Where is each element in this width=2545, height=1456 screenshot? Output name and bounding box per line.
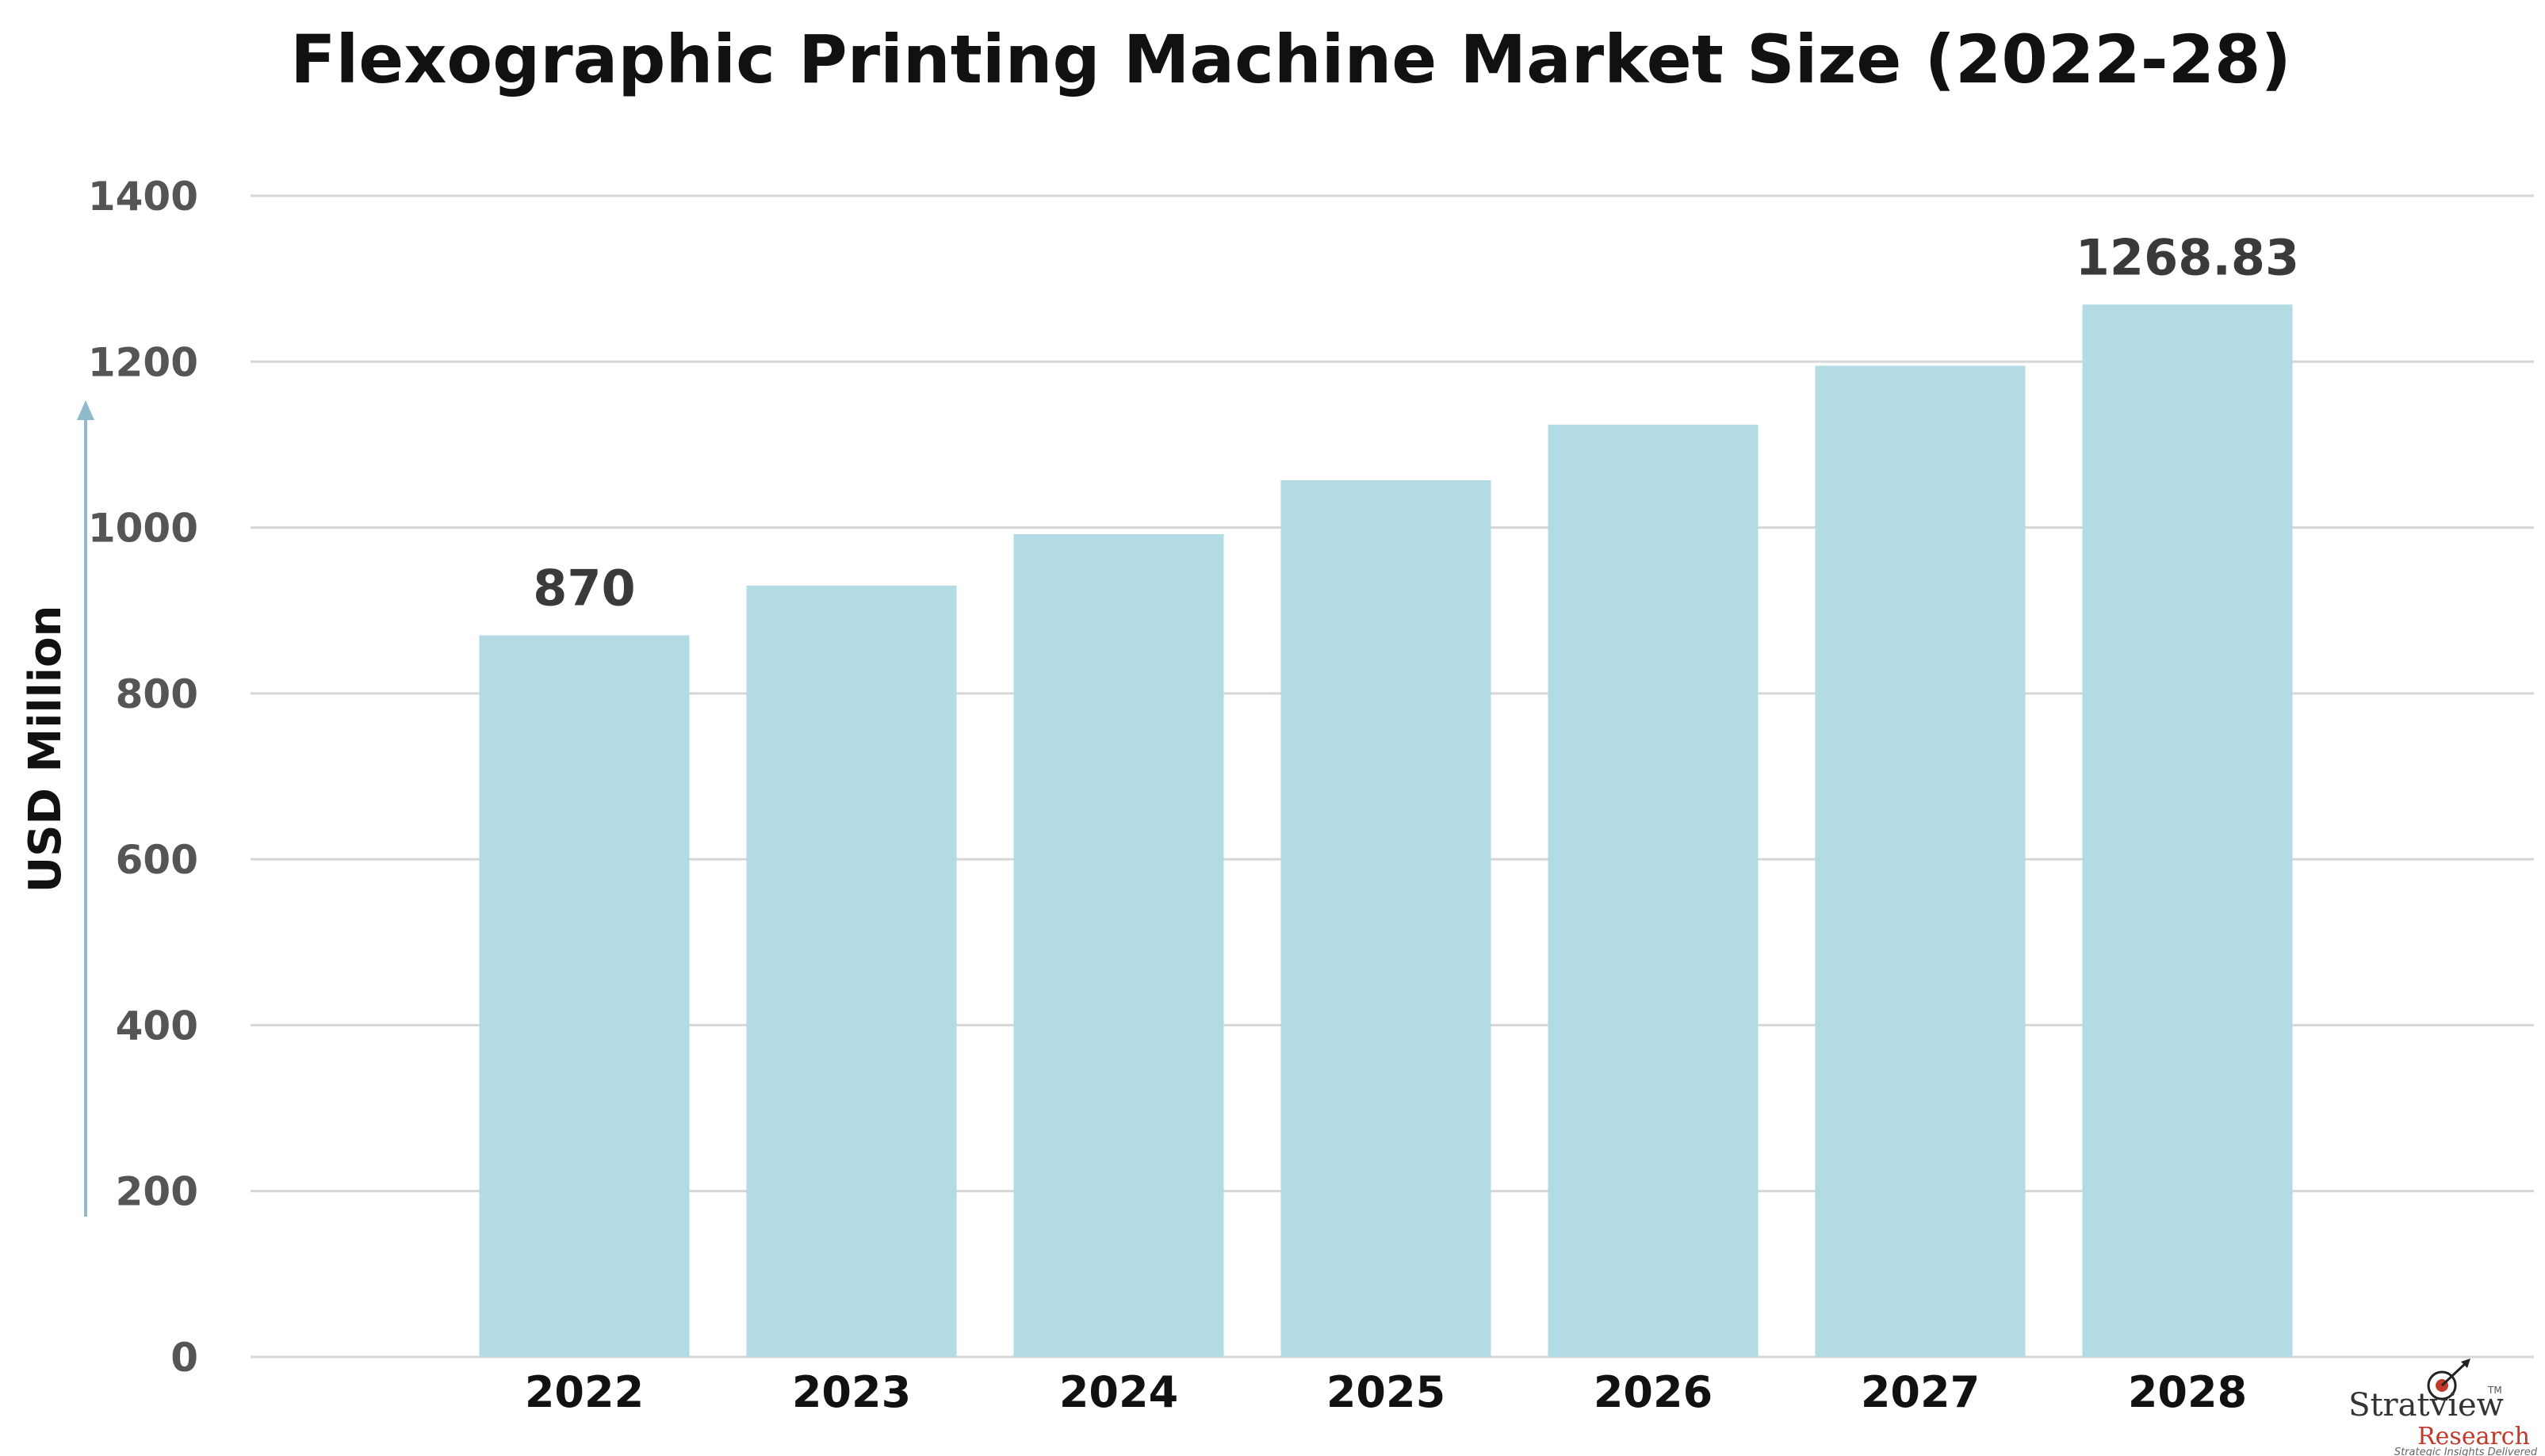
bar-2024 [1013, 533, 1224, 1357]
x-axis-ticks: 2022 2023 2024 2025 2026 2027 2028 [525, 1367, 2247, 1417]
bar-2023 [746, 585, 957, 1357]
x-tick-label: 2028 [2128, 1367, 2247, 1417]
x-tick-label: 2023 [792, 1367, 911, 1417]
bars [479, 304, 2293, 1358]
data-label-2022: 870 [533, 560, 635, 617]
x-tick-label: 2024 [1059, 1367, 1178, 1417]
y-axis-arrow-head [77, 400, 94, 420]
stratview-logo: Stratview TM Research Strategic Insights… [2348, 1359, 2538, 1456]
y-tick-label: 0 [170, 1335, 198, 1381]
x-tick-label: 2025 [1326, 1367, 1445, 1417]
y-tick-label: 600 [116, 837, 198, 883]
y-tick-label: 1200 [88, 339, 198, 385]
y-axis-label: USD Million [20, 606, 71, 893]
logo-name: Stratview [2348, 1387, 2504, 1424]
y-axis-label-group: USD Million [20, 400, 94, 1217]
y-tick-label: 1400 [88, 174, 198, 220]
bar-2026 [1548, 424, 1759, 1358]
target-arrow-icon [2427, 1359, 2470, 1401]
y-tick-label: 400 [116, 1003, 198, 1049]
chart-title: Flexographic Printing Machine Market Siz… [290, 21, 2291, 98]
y-axis-ticks: 0 200 400 600 800 1000 1200 1400 [88, 174, 198, 1381]
x-tick-label: 2026 [1594, 1367, 1713, 1417]
logo-tagline: Strategic Insights Delivered [2394, 1446, 2538, 1456]
bar-2027 [1815, 365, 2026, 1358]
bar-2025 [1280, 480, 1491, 1357]
x-tick-label: 2027 [1861, 1367, 1980, 1417]
logo-sub: Research [2417, 1423, 2530, 1450]
data-label-2028: 1268.83 [2076, 228, 2299, 286]
bar-2022 [479, 635, 690, 1357]
bar-2028 [2082, 304, 2293, 1358]
y-tick-label: 1000 [88, 506, 198, 552]
y-tick-label: 800 [116, 671, 198, 717]
logo-tm: TM [2487, 1385, 2502, 1396]
y-tick-label: 200 [116, 1169, 198, 1215]
x-tick-label: 2022 [525, 1367, 644, 1417]
data-labels: 870 1268.83 [533, 228, 2299, 617]
